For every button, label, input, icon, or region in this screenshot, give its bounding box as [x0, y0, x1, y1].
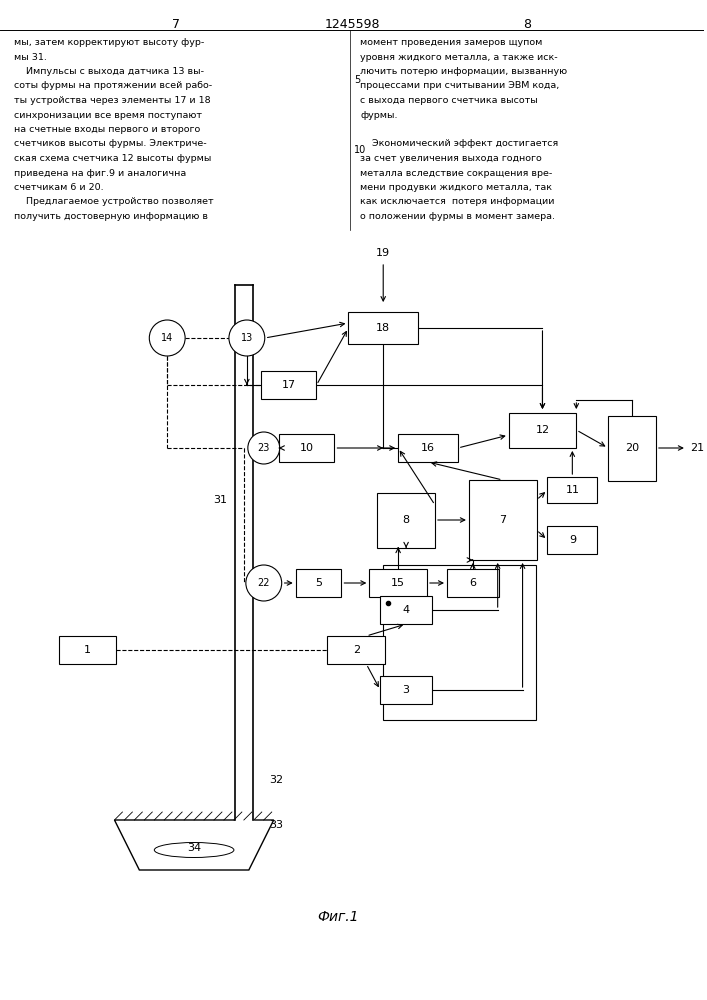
Text: мы, затем корректируют высоту фур-: мы, затем корректируют высоту фур- — [14, 38, 204, 47]
Text: 13: 13 — [240, 333, 253, 343]
Text: 4: 4 — [402, 605, 409, 615]
Text: 7: 7 — [173, 18, 180, 31]
Text: 31: 31 — [213, 495, 227, 505]
Text: приведена на фиг.9 и аналогична: приведена на фиг.9 и аналогична — [14, 168, 186, 178]
Text: 12: 12 — [535, 425, 549, 435]
Text: 10: 10 — [354, 145, 367, 155]
Text: ты устройства через элементы 17 и 18: ты устройства через элементы 17 и 18 — [14, 96, 211, 105]
Text: 17: 17 — [281, 380, 296, 390]
Bar — [398, 434, 458, 462]
Circle shape — [149, 320, 185, 356]
Text: на счетные входы первого и второго: на счетные входы первого и второго — [14, 125, 200, 134]
Text: Импульсы с выхода датчика 13 вы-: Импульсы с выхода датчика 13 вы- — [14, 67, 204, 76]
Text: 5: 5 — [315, 578, 322, 588]
Bar — [369, 569, 427, 597]
Text: 7: 7 — [499, 515, 506, 525]
Text: с выхода первого счетчика высоты: с выхода первого счетчика высоты — [361, 96, 538, 105]
Text: 5: 5 — [354, 75, 361, 85]
Text: Экономический эффект достигается: Экономический эффект достигается — [361, 139, 559, 148]
Text: уровня жидкого металла, а также иск-: уровня жидкого металла, а также иск- — [361, 52, 558, 62]
Bar — [262, 371, 316, 399]
Bar — [508, 412, 576, 448]
Bar — [383, 565, 535, 720]
Text: 8: 8 — [524, 18, 532, 31]
Text: 8: 8 — [402, 515, 409, 525]
Polygon shape — [235, 285, 253, 820]
Text: ская схема счетчика 12 высоты фурмы: ская схема счетчика 12 высоты фурмы — [14, 154, 211, 163]
Text: 32: 32 — [269, 775, 283, 785]
Text: процессами при считывании ЭВМ кода,: процессами при считывании ЭВМ кода, — [361, 82, 559, 91]
Circle shape — [229, 320, 264, 356]
Text: 34: 34 — [187, 843, 201, 853]
Bar — [327, 636, 385, 664]
Text: 1: 1 — [84, 645, 91, 655]
Polygon shape — [115, 820, 274, 870]
Text: 21: 21 — [690, 443, 704, 453]
Text: 19: 19 — [376, 248, 390, 258]
Bar — [547, 477, 597, 503]
Text: соты фурмы на протяжении всей рабо-: соты фурмы на протяжении всей рабо- — [14, 82, 212, 91]
Circle shape — [248, 432, 280, 464]
Bar — [349, 312, 418, 344]
Text: о положении фурмы в момент замера.: о положении фурмы в момент замера. — [361, 212, 555, 221]
Bar — [608, 416, 656, 481]
Bar — [380, 676, 432, 704]
Text: Фиг.1: Фиг.1 — [317, 910, 359, 924]
Text: мы 31.: мы 31. — [14, 52, 47, 62]
Text: момент проведения замеров щупом: момент проведения замеров щупом — [361, 38, 543, 47]
Text: Предлагаемое устройство позволяет: Предлагаемое устройство позволяет — [14, 198, 214, 207]
Circle shape — [246, 565, 281, 601]
Text: 20: 20 — [625, 443, 639, 453]
Text: как исключается  потеря информации: как исключается потеря информации — [361, 198, 555, 207]
Bar — [378, 492, 435, 548]
Text: 33: 33 — [269, 820, 283, 830]
Text: счетчикам 6 и 20.: счетчикам 6 и 20. — [14, 183, 103, 192]
Text: металла вследствие сокращения вре-: металла вследствие сокращения вре- — [361, 168, 553, 178]
Text: 15: 15 — [391, 578, 405, 588]
Text: 22: 22 — [257, 578, 270, 588]
Bar — [296, 569, 341, 597]
Bar — [380, 596, 432, 624]
Text: 2: 2 — [353, 645, 360, 655]
Text: 6: 6 — [469, 578, 477, 588]
Text: за счет увеличения выхода годного: за счет увеличения выхода годного — [361, 154, 542, 163]
Bar — [447, 569, 498, 597]
Text: получить достоверную информацию в: получить достоверную информацию в — [14, 212, 208, 221]
Text: 10: 10 — [300, 443, 314, 453]
Bar — [469, 480, 537, 560]
Text: 18: 18 — [376, 323, 390, 333]
Text: синхронизации все время поступают: синхронизации все время поступают — [14, 110, 202, 119]
Text: 1245598: 1245598 — [325, 18, 380, 31]
Text: фурмы.: фурмы. — [361, 110, 398, 119]
Text: 14: 14 — [161, 333, 173, 343]
Bar — [59, 636, 117, 664]
Text: 16: 16 — [421, 443, 435, 453]
Text: лючить потерю информации, вызванную: лючить потерю информации, вызванную — [361, 67, 568, 76]
Text: 3: 3 — [402, 685, 409, 695]
Text: 23: 23 — [257, 443, 270, 453]
Text: счетчиков высоты фурмы. Электриче-: счетчиков высоты фурмы. Электриче- — [14, 139, 206, 148]
Text: 11: 11 — [566, 485, 579, 495]
Bar — [279, 434, 334, 462]
Text: мени продувки жидкого металла, так: мени продувки жидкого металла, так — [361, 183, 552, 192]
Ellipse shape — [154, 842, 234, 857]
Text: 9: 9 — [568, 535, 576, 545]
Bar — [547, 526, 597, 554]
